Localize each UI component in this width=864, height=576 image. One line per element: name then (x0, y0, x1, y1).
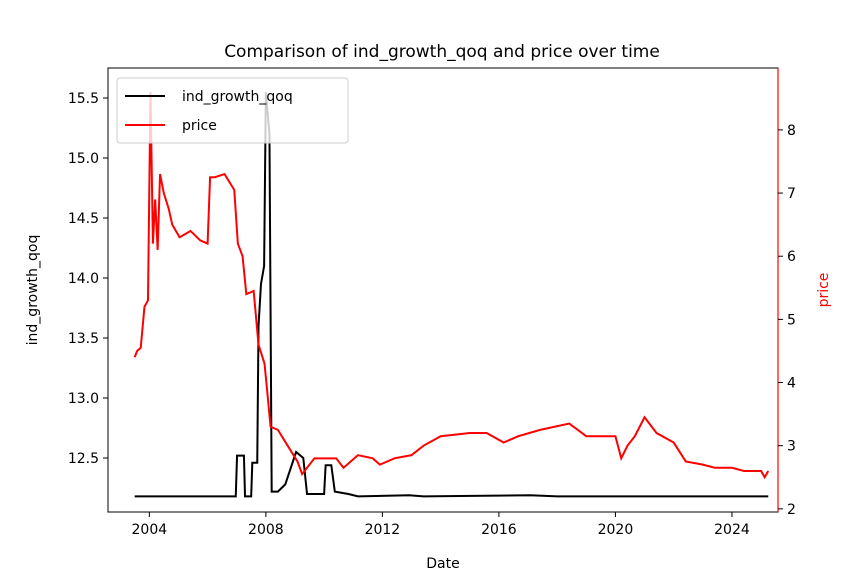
y-right-tick-label: 8 (787, 123, 796, 139)
y-axis-right: 2 3 4 5 6 7 8 (778, 123, 796, 518)
y-axis-left: 12.5 13.0 13.5 14.0 14.5 15.0 15.5 (68, 91, 108, 467)
legend: ind_growth_qoq price (116, 77, 349, 144)
y-left-tick-label: 15.5 (68, 91, 99, 107)
x-tick-label: 2024 (714, 522, 750, 538)
y-right-tick-label: 6 (787, 249, 796, 265)
y-right-tick-label: 7 (787, 186, 796, 202)
y-right-tick-label: 4 (787, 376, 796, 392)
plot-area (133, 91, 770, 498)
x-tick-label: 2004 (132, 522, 168, 538)
x-tick-label: 2008 (248, 522, 284, 538)
y-right-tick-label: 2 (787, 502, 796, 518)
y-axis-left-label: ind_growth_qoq (25, 235, 41, 346)
y-right-tick-label: 5 (787, 312, 796, 328)
x-tick-label: 2020 (598, 522, 634, 538)
y-left-tick-label: 14.5 (68, 211, 99, 227)
legend-box (116, 77, 349, 144)
y-right-tick-label: 3 (787, 439, 796, 455)
y-left-tick-label: 12.5 (68, 451, 99, 467)
y-left-tick-label: 15.0 (68, 151, 99, 167)
x-axis: 2004 2008 2012 2016 2020 2024 (132, 512, 750, 538)
chart-title: Comparison of ind_growth_qoq and price o… (224, 42, 660, 62)
y-left-tick-label: 13.5 (68, 331, 99, 347)
x-tick-label: 2012 (365, 522, 401, 538)
y-axis-right-label: price (816, 273, 832, 308)
y-left-tick-label: 13.0 (68, 391, 99, 407)
legend-label-price: price (182, 118, 217, 134)
series-line-ind-growth-qoq (134, 91, 769, 498)
series-line-price (133, 91, 770, 480)
x-tick-label: 2016 (481, 522, 517, 538)
y-left-tick-label: 14.0 (68, 271, 99, 287)
x-axis-label: Date (426, 556, 459, 572)
legend-label-ind-growth-qoq: ind_growth_qoq (182, 89, 293, 105)
